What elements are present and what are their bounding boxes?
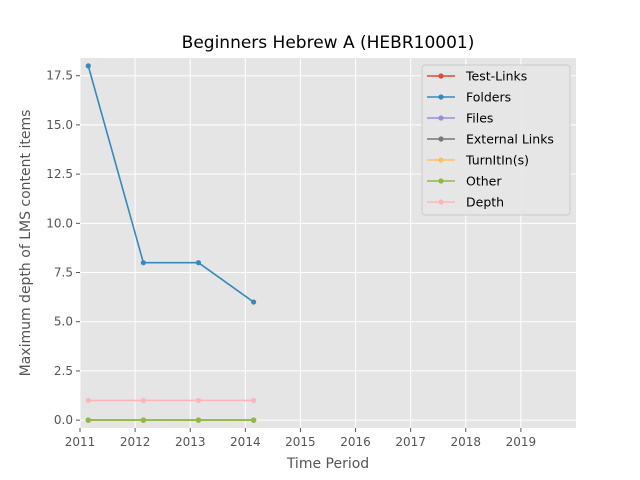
legend-item-files: Files — [427, 111, 493, 126]
legend-item-folders: Folders — [427, 90, 511, 105]
legend-marker — [438, 94, 444, 100]
legend-label: Files — [466, 111, 493, 126]
x-tick-label: 2014 — [230, 435, 261, 449]
legend-item-external-links: External Links — [427, 132, 554, 147]
y-axis-ticks: 0.0 2.5 5.0 7.5 10.0 12.5 15.0 17.5 — [46, 69, 80, 427]
legend-item-other: Other — [427, 174, 502, 189]
y-tick-label: 7.5 — [54, 266, 73, 280]
legend-marker — [438, 199, 444, 205]
x-tick-label: 2017 — [395, 435, 426, 449]
legend: Test-Links Folders Files External Links Turn… — [421, 64, 571, 216]
legend-item-depth: Depth — [427, 195, 504, 210]
legend-label: Folders — [466, 90, 511, 105]
y-tick-label: 2.5 — [54, 364, 73, 378]
x-axis-ticks: 2011 2012 2013 2014 2015 2016 2017 2018 2019 — [65, 428, 536, 449]
data-point — [251, 397, 257, 404]
legend-label: Other — [466, 174, 502, 189]
data-point — [195, 417, 202, 423]
legend-marker — [438, 178, 444, 184]
x-tick-label: 2018 — [451, 435, 482, 449]
y-tick-label: 10.0 — [46, 216, 73, 230]
legend-label: External Links — [466, 132, 554, 147]
series-depth — [85, 397, 257, 404]
data-point — [251, 299, 257, 305]
data-point — [140, 260, 146, 266]
data-point — [85, 63, 91, 69]
series-layer — [85, 63, 257, 423]
legend-label: Depth — [466, 195, 504, 210]
legend-box — [421, 64, 571, 216]
x-tick-label: 2016 — [340, 435, 371, 449]
x-tick-label: 2015 — [285, 435, 316, 449]
x-axis-label: Time Period — [286, 456, 369, 472]
data-point — [251, 417, 257, 423]
series-other — [85, 417, 257, 423]
x-tick-label: 2013 — [175, 435, 206, 449]
y-tick-label: 5.0 — [54, 315, 73, 329]
data-point — [195, 260, 202, 266]
legend-marker — [438, 115, 444, 121]
y-axis-label: Maximum depth of LMS content items — [18, 110, 34, 377]
x-tick-label: 2012 — [120, 435, 151, 449]
data-point — [85, 397, 91, 404]
x-tick-label: 2011 — [65, 435, 96, 449]
legend-item-turnitin-s: TurnItIn(s) — [427, 153, 529, 168]
series-folders — [85, 63, 257, 305]
legend-label: TurnItIn(s) — [465, 153, 529, 168]
y-tick-label: 0.0 — [54, 413, 73, 427]
legend-item-test-links: Test-Links — [427, 69, 527, 84]
data-point — [85, 417, 91, 423]
chart-title: Beginners Hebrew A (HEBR10001) — [182, 33, 475, 53]
data-point — [195, 397, 202, 404]
y-tick-label: 17.5 — [46, 69, 73, 83]
y-tick-label: 15.0 — [46, 118, 73, 132]
legend-label: Test-Links — [465, 69, 527, 84]
legend-marker — [438, 136, 444, 142]
legend-marker — [438, 157, 444, 163]
data-point — [140, 417, 146, 423]
legend-marker — [438, 73, 444, 79]
x-tick-label: 2019 — [506, 435, 537, 449]
y-tick-label: 12.5 — [46, 167, 73, 181]
series-line — [87, 65, 255, 303]
data-point — [140, 397, 146, 404]
